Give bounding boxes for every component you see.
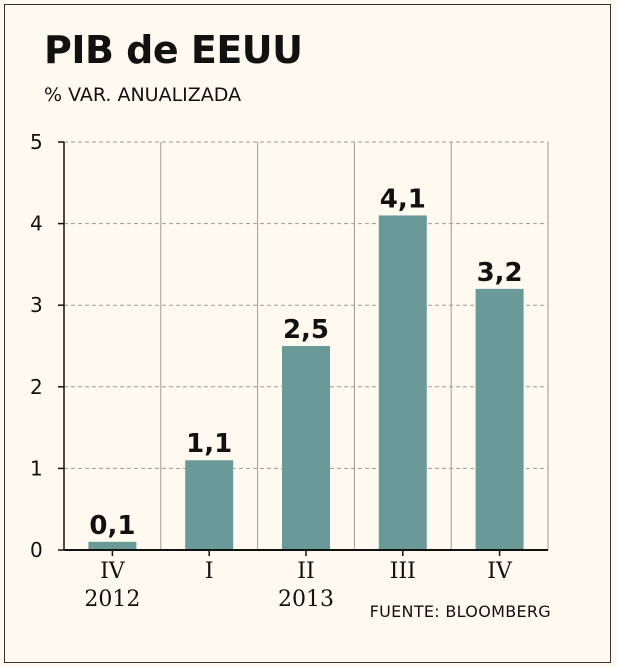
x-category-label: III [390, 559, 416, 584]
x-category-label: IV [100, 559, 126, 584]
bar [88, 541, 137, 550]
bar [282, 346, 330, 550]
bar-value-label: 0,1 [89, 511, 135, 541]
bar-value-label: 3,2 [477, 258, 523, 288]
chart-source: FUENTE: BLOOMBERG [369, 602, 551, 621]
y-tick-label: 0 [30, 538, 43, 562]
bar-value-label: 1,1 [186, 429, 232, 459]
x-year-label: 2013 [278, 587, 334, 612]
y-tick-label: 3 [30, 293, 43, 317]
bar-value-label: 2,5 [283, 315, 329, 345]
bar-value-label: 4,1 [380, 184, 426, 214]
y-tick-label: 1 [30, 456, 43, 480]
x-year-label: 2012 [84, 587, 140, 612]
bar [185, 460, 234, 550]
y-tick-label: 4 [30, 212, 43, 236]
y-tick-label: 5 [30, 130, 43, 154]
x-category-label: II [297, 559, 314, 584]
x-category-label: I [205, 559, 214, 584]
bar [378, 215, 427, 550]
y-tick-label: 2 [30, 375, 43, 399]
chart-subtitle: % VAR. ANUALIZADA [44, 84, 242, 106]
x-category-label: IV [487, 559, 513, 584]
bar [475, 288, 524, 550]
chart-title: PIB de EEUU [44, 28, 303, 72]
